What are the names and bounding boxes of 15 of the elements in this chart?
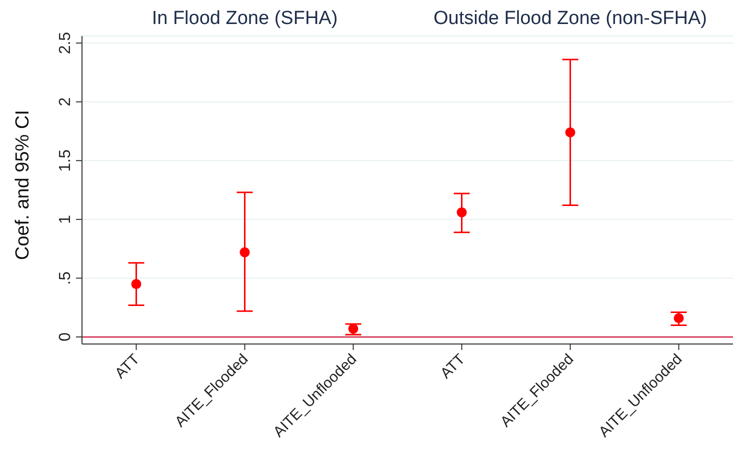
y-tick-label: 2	[57, 97, 74, 106]
y-tick-label: 1.5	[57, 149, 74, 172]
text: Outside Flood Zone (non-SFHA)	[432, 8, 708, 30]
y-tick-label: 1	[57, 214, 74, 224]
point	[565, 127, 576, 138]
point	[674, 313, 684, 324]
point	[240, 247, 250, 258]
point	[456, 207, 467, 218]
y-tick-label: .5	[57, 271, 74, 285]
y-tick-label: 0	[57, 332, 74, 342]
y-axis-title: Coef. and 95% CI	[12, 110, 34, 260]
text: In Flood Zone (SFHA)	[150, 8, 339, 30]
point	[348, 324, 358, 334]
y-tick-label: 2.5	[57, 32, 74, 54]
point	[131, 279, 142, 290]
